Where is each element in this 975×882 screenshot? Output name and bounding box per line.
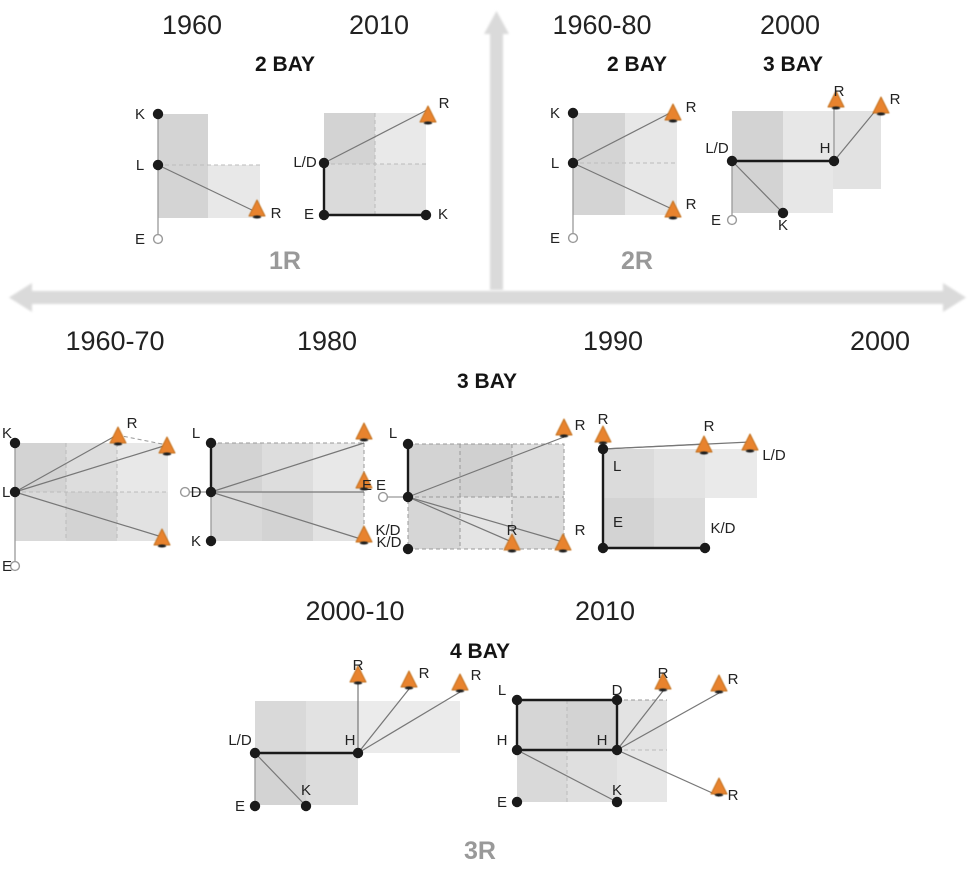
svg-text:K: K bbox=[2, 425, 12, 442]
svg-text:R: R bbox=[728, 671, 739, 688]
svg-text:2010: 2010 bbox=[349, 10, 409, 40]
svg-text:K: K bbox=[438, 206, 448, 223]
svg-text:1990: 1990 bbox=[583, 326, 643, 356]
svg-text:H: H bbox=[345, 732, 356, 749]
svg-text:D: D bbox=[191, 484, 202, 501]
svg-text:E: E bbox=[2, 558, 12, 575]
svg-text:L: L bbox=[136, 157, 144, 174]
svg-text:R: R bbox=[419, 665, 430, 682]
svg-text:3 BAY: 3 BAY bbox=[457, 370, 517, 393]
svg-text:R: R bbox=[575, 522, 586, 539]
svg-text:2 BAY: 2 BAY bbox=[255, 53, 315, 76]
svg-text:K: K bbox=[301, 782, 311, 799]
svg-text:L: L bbox=[613, 458, 621, 475]
svg-text:2000: 2000 bbox=[850, 326, 910, 356]
svg-text:2R: 2R bbox=[621, 247, 653, 275]
svg-text:R: R bbox=[439, 95, 450, 112]
svg-text:R: R bbox=[704, 418, 715, 435]
svg-text:1980: 1980 bbox=[297, 326, 357, 356]
svg-text:K: K bbox=[778, 217, 788, 234]
svg-text:R: R bbox=[127, 415, 138, 432]
svg-text:L/D: L/D bbox=[293, 154, 317, 171]
svg-text:1960-70: 1960-70 bbox=[65, 326, 164, 356]
svg-text:R: R bbox=[575, 417, 586, 434]
svg-text:R: R bbox=[353, 657, 364, 674]
svg-text:1960-80: 1960-80 bbox=[552, 10, 651, 40]
svg-text:K/D: K/D bbox=[375, 522, 400, 539]
svg-text:K/D: K/D bbox=[710, 520, 735, 537]
svg-text:E: E bbox=[235, 798, 245, 815]
svg-text:1960: 1960 bbox=[162, 10, 222, 40]
svg-text:R: R bbox=[686, 196, 697, 213]
svg-text:L: L bbox=[551, 155, 559, 172]
svg-text:L/D: L/D bbox=[228, 732, 252, 749]
svg-text:L: L bbox=[498, 682, 506, 699]
svg-text:R: R bbox=[686, 99, 697, 116]
svg-text:E: E bbox=[497, 794, 507, 811]
svg-text:2010: 2010 bbox=[575, 596, 635, 626]
svg-text:4 BAY: 4 BAY bbox=[450, 640, 510, 663]
svg-text:R: R bbox=[890, 91, 901, 108]
svg-text:2000-10: 2000-10 bbox=[305, 596, 404, 626]
svg-text:E: E bbox=[550, 230, 560, 247]
svg-text:L: L bbox=[192, 425, 200, 442]
svg-text:R: R bbox=[834, 83, 845, 100]
svg-text:L/D: L/D bbox=[762, 447, 786, 464]
svg-text:L: L bbox=[389, 425, 397, 442]
svg-text:R: R bbox=[507, 522, 518, 539]
svg-text:R: R bbox=[471, 667, 482, 684]
svg-text:K: K bbox=[135, 106, 145, 123]
svg-text:E: E bbox=[304, 206, 314, 223]
svg-text:R: R bbox=[728, 787, 739, 804]
svg-text:E: E bbox=[711, 212, 721, 229]
svg-text:3 BAY: 3 BAY bbox=[763, 53, 823, 76]
svg-text:D: D bbox=[612, 682, 623, 699]
svg-text:L/D: L/D bbox=[705, 140, 729, 157]
svg-text:2000: 2000 bbox=[760, 10, 820, 40]
svg-text:L: L bbox=[2, 484, 10, 501]
svg-text:2 BAY: 2 BAY bbox=[607, 53, 667, 76]
svg-text:H: H bbox=[820, 140, 831, 157]
svg-text:E: E bbox=[613, 514, 623, 531]
svg-text:R: R bbox=[658, 665, 669, 682]
svg-text:E: E bbox=[135, 231, 145, 248]
svg-text:H: H bbox=[497, 732, 508, 749]
svg-text:E: E bbox=[362, 477, 372, 494]
svg-text:H: H bbox=[597, 732, 608, 749]
svg-text:1R: 1R bbox=[269, 247, 301, 275]
svg-text:K: K bbox=[550, 105, 560, 122]
svg-text:3R: 3R bbox=[464, 837, 496, 865]
svg-text:R: R bbox=[598, 411, 609, 428]
svg-text:K: K bbox=[612, 782, 622, 799]
svg-text:R: R bbox=[271, 205, 282, 222]
svg-text:K: K bbox=[191, 533, 201, 550]
svg-text:E: E bbox=[376, 477, 386, 494]
